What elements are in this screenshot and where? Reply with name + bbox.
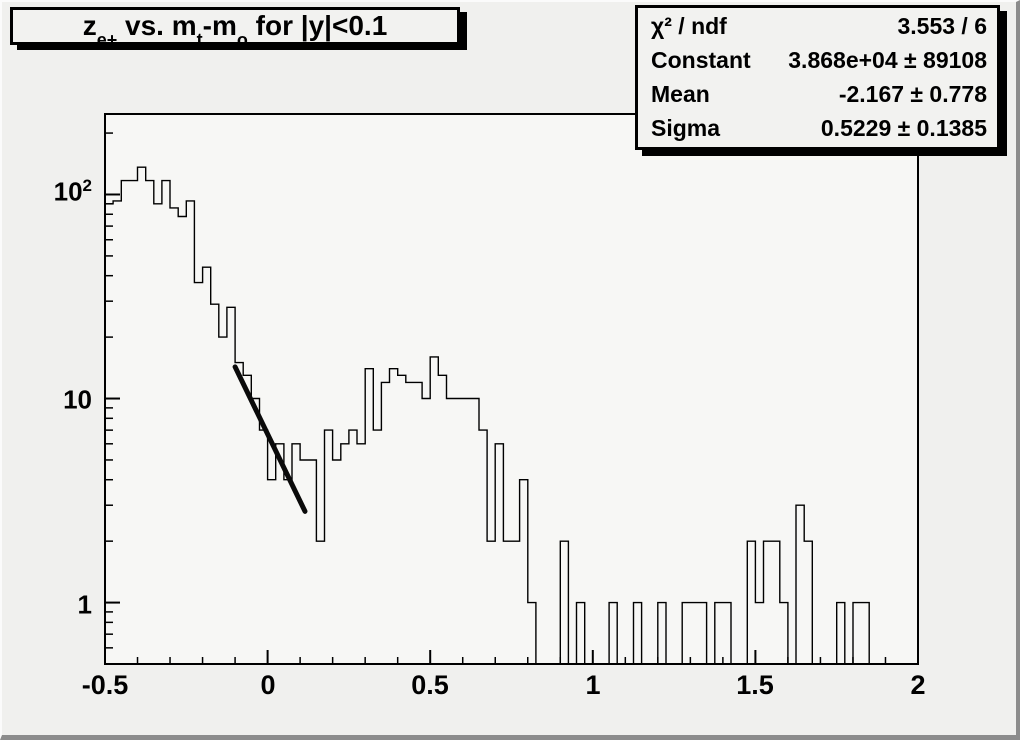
stats-value: 3.868e+04 ± 89108 [788, 47, 987, 74]
x-axis-label: 0.5 [411, 670, 449, 700]
title-sub: o [236, 29, 248, 50]
stats-row-chi2: χ² / ndf 3.553 / 6 [651, 15, 987, 38]
x-axis-label: 0 [260, 670, 276, 700]
stats-row-sigma: Sigma 0.5229 ± 0.1385 [651, 114, 987, 141]
y-axis-label-10: 10 [63, 384, 92, 415]
stats-row-constant: Constant 3.868e+04 ± 89108 [651, 49, 987, 72]
title-box: ze+ vs. mt-mo for |y|<0.1 [10, 7, 460, 49]
stats-value: -2.167 ± 0.778 [838, 80, 987, 107]
stats-box: χ² / ndf 3.553 / 6 Constant 3.868e+04 ± … [635, 5, 1000, 150]
stats-label: Mean [651, 80, 710, 107]
title-seg: for |y|<0.1 [247, 10, 388, 41]
title-sub: t [196, 29, 203, 50]
y-axis-label-100: 102 [53, 176, 92, 207]
stats-row-mean: Mean -2.167 ± 0.778 [651, 80, 987, 107]
stats-label: Constant [651, 47, 751, 74]
title-text: ze+ vs. mt-mo for |y|<0.1 [82, 10, 388, 49]
stats-value: 0.5229 ± 0.1385 [820, 114, 987, 141]
title-seg: -m [202, 10, 237, 41]
stats-label: χ² / ndf [651, 13, 727, 40]
title-seg: z [82, 10, 97, 41]
x-axis-label: 1 [585, 670, 601, 700]
x-axis-label: 2 [910, 670, 926, 700]
plot-frame [104, 113, 919, 665]
fit-line [232, 364, 308, 514]
x-axis-label: -0.5 [81, 670, 129, 700]
y-axis-label-1: 1 [77, 589, 92, 620]
histogram-path [105, 166, 918, 665]
title-seg: vs. m [117, 10, 197, 41]
title-sub: e+ [96, 29, 118, 50]
x-axis-label: 1.5 [736, 670, 774, 700]
stats-label: Sigma [651, 114, 721, 141]
stats-value: 3.553 / 6 [897, 13, 987, 40]
